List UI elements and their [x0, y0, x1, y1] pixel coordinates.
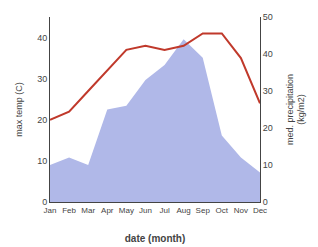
svg-text:40: 40: [263, 49, 273, 59]
svg-text:Mar: Mar: [81, 206, 95, 215]
svg-text:Jan: Jan: [44, 206, 57, 215]
svg-text:Feb: Feb: [62, 206, 76, 215]
svg-text:May: May: [119, 206, 134, 215]
svg-text:Dec: Dec: [253, 206, 267, 215]
svg-text:30: 30: [37, 74, 47, 84]
svg-text:date (month): date (month): [125, 233, 186, 244]
svg-text:10: 10: [37, 156, 47, 166]
svg-text:0: 0: [263, 197, 268, 207]
svg-text:40: 40: [37, 33, 47, 43]
svg-text:Sep: Sep: [196, 206, 211, 215]
svg-text:0: 0: [42, 197, 47, 207]
svg-text:Jun: Jun: [139, 206, 152, 215]
svg-text:Oct: Oct: [216, 206, 229, 215]
svg-text:Aug: Aug: [177, 206, 191, 215]
svg-text:30: 30: [263, 86, 273, 96]
svg-text:Nov: Nov: [234, 206, 248, 215]
svg-text:50: 50: [263, 12, 273, 22]
svg-text:Jul: Jul: [159, 206, 169, 215]
svg-text:med. precipitation(kg/m2): med. precipitation(kg/m2): [285, 74, 307, 145]
svg-text:20: 20: [37, 115, 47, 125]
svg-text:max temp (C): max temp (C): [14, 82, 24, 137]
svg-text:Apr: Apr: [101, 206, 114, 215]
svg-text:10: 10: [263, 160, 273, 170]
svg-text:20: 20: [263, 123, 273, 133]
